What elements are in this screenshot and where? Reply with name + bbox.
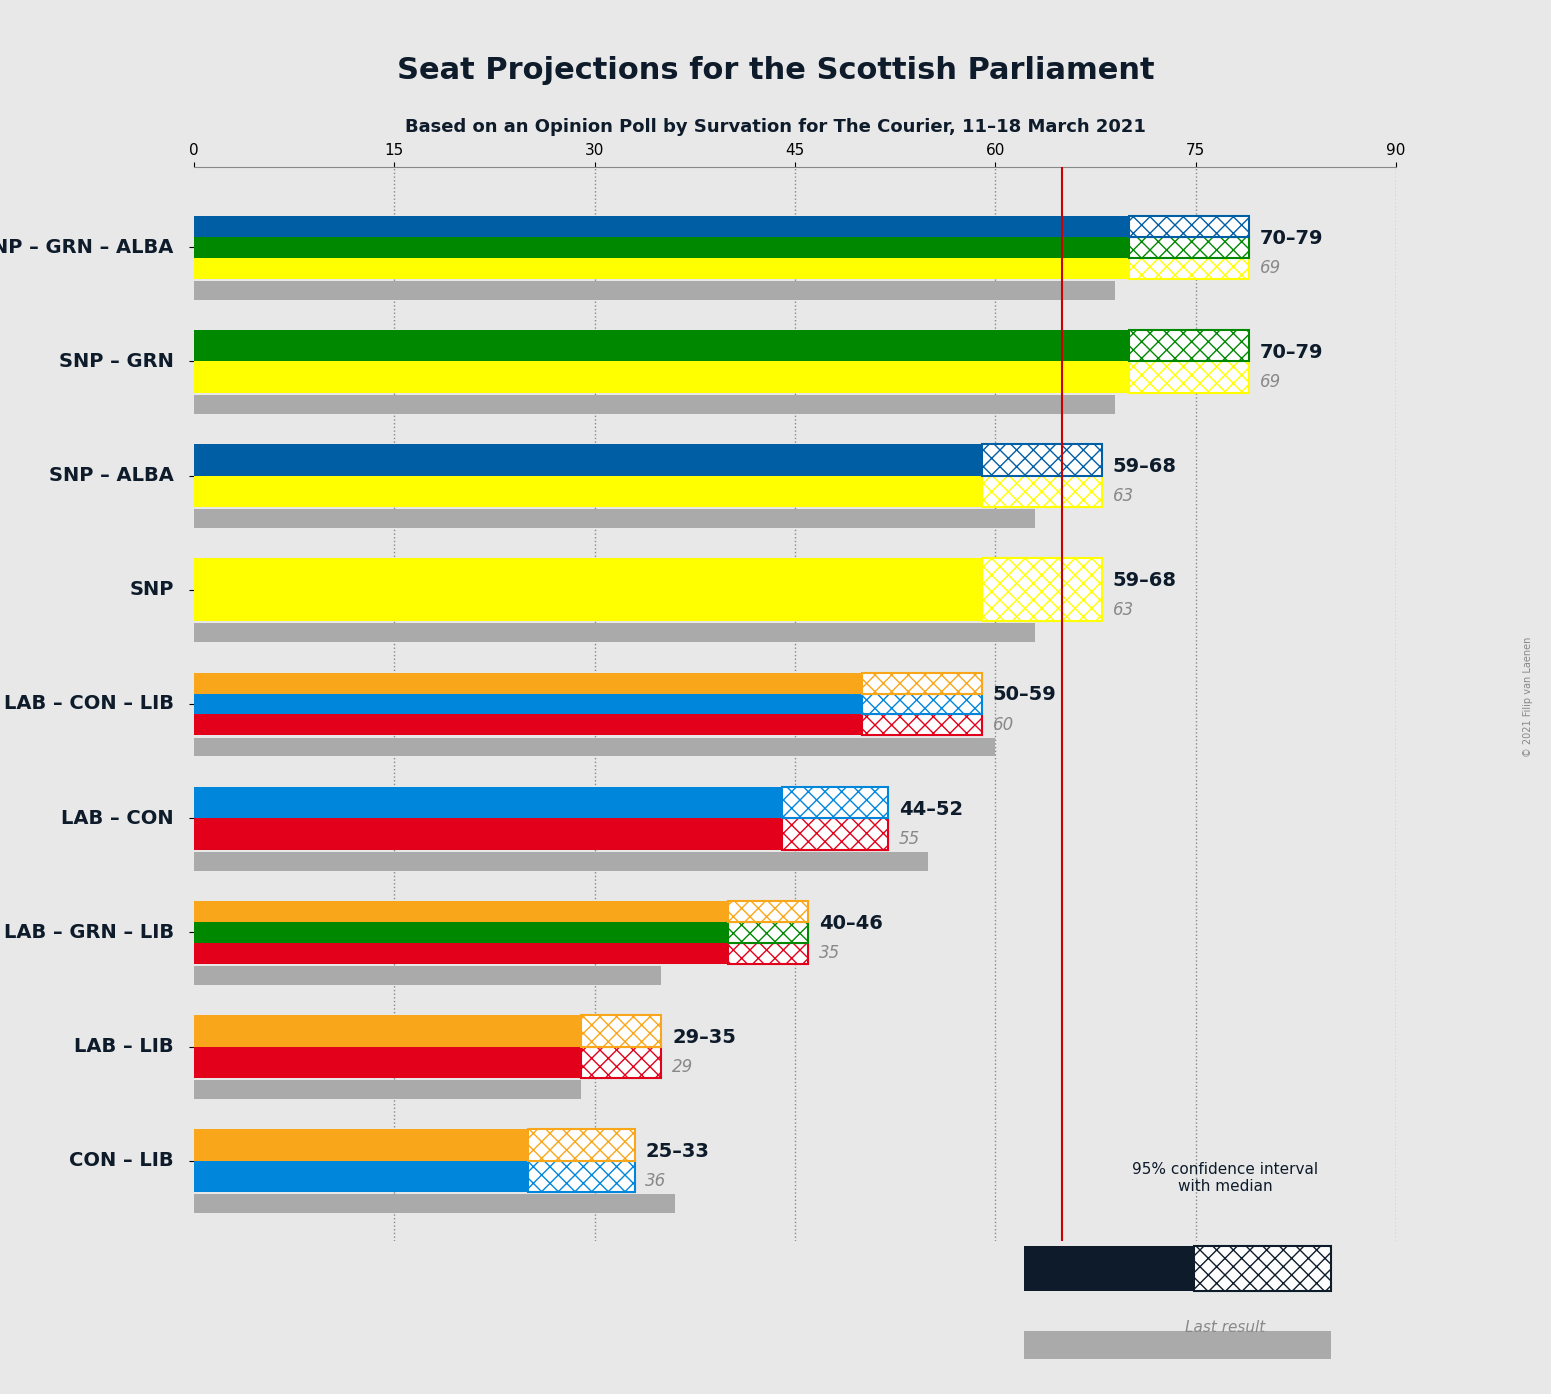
Text: SNP – ALBA: SNP – ALBA	[50, 466, 174, 485]
Bar	[1129, 330, 1249, 361]
Text: 63: 63	[1112, 487, 1134, 505]
Text: LAB – CON: LAB – CON	[60, 809, 174, 828]
Bar	[1129, 258, 1249, 279]
Bar	[194, 942, 727, 963]
Bar	[582, 1015, 661, 1047]
Bar	[1129, 361, 1249, 393]
Bar	[782, 786, 889, 818]
Text: © 2021 Filip van Laenen: © 2021 Filip van Laenen	[1523, 637, 1532, 757]
Text: 35: 35	[819, 944, 841, 962]
Bar	[194, 1129, 527, 1161]
Text: 95% confidence interval
with median: 95% confidence interval with median	[1132, 1161, 1318, 1195]
Bar	[1129, 216, 1249, 237]
Bar	[982, 475, 1103, 507]
Bar	[194, 852, 929, 871]
Bar	[194, 966, 661, 986]
Bar	[727, 942, 808, 963]
Bar	[194, 737, 996, 757]
Bar	[194, 330, 1129, 361]
Bar	[194, 509, 1036, 528]
Text: 70–79: 70–79	[1259, 343, 1323, 362]
Text: SNP – GRN: SNP – GRN	[59, 351, 174, 371]
Bar	[194, 921, 727, 942]
Bar	[194, 1195, 675, 1213]
Bar	[194, 559, 982, 622]
Text: 69: 69	[1259, 374, 1281, 390]
Text: Seat Projections for the Scottish Parliament: Seat Projections for the Scottish Parlia…	[397, 56, 1154, 85]
Bar	[1024, 1246, 1194, 1291]
Bar	[1194, 1246, 1331, 1291]
Text: 40–46: 40–46	[819, 913, 883, 933]
Text: 36: 36	[645, 1172, 667, 1190]
Bar	[194, 623, 1036, 643]
Bar	[582, 1047, 661, 1078]
Bar	[194, 395, 1115, 414]
Text: SNP – GRN – ALBA: SNP – GRN – ALBA	[0, 238, 174, 256]
Bar	[194, 818, 782, 849]
Text: 63: 63	[1112, 601, 1134, 619]
Text: Last result: Last result	[1185, 1320, 1266, 1334]
Bar	[782, 818, 889, 849]
Text: 55: 55	[900, 829, 920, 848]
Bar	[194, 282, 1115, 300]
Bar	[982, 445, 1103, 475]
Bar	[194, 786, 782, 818]
Bar	[194, 361, 1129, 393]
Text: LAB – CON – LIB: LAB – CON – LIB	[3, 694, 174, 714]
Bar	[194, 715, 862, 736]
Text: 69: 69	[1259, 259, 1281, 277]
Bar	[194, 237, 1129, 258]
Bar	[194, 693, 862, 715]
Text: 50–59: 50–59	[993, 686, 1056, 704]
Bar	[862, 693, 982, 715]
Bar	[194, 1015, 582, 1047]
Bar	[194, 672, 862, 693]
Bar	[727, 901, 808, 921]
Bar	[727, 921, 808, 942]
Text: 70–79: 70–79	[1259, 229, 1323, 248]
Bar	[194, 1047, 582, 1078]
Bar	[862, 715, 982, 736]
Bar	[527, 1129, 634, 1161]
Text: LAB – GRN – LIB: LAB – GRN – LIB	[3, 923, 174, 942]
Bar	[194, 445, 982, 475]
Bar	[1129, 237, 1249, 258]
Bar	[982, 559, 1103, 622]
Text: Based on an Opinion Poll by Survation for The Courier, 11–18 March 2021: Based on an Opinion Poll by Survation fo…	[405, 118, 1146, 137]
Bar	[194, 475, 982, 507]
Bar	[194, 258, 1129, 279]
Bar	[194, 1161, 527, 1192]
Bar	[194, 1080, 582, 1098]
Text: 25–33: 25–33	[645, 1142, 709, 1161]
Text: 44–52: 44–52	[900, 800, 963, 818]
Text: 29–35: 29–35	[672, 1027, 735, 1047]
Text: SNP: SNP	[129, 580, 174, 599]
Text: 59–68: 59–68	[1112, 572, 1177, 590]
Text: 60: 60	[993, 715, 1014, 733]
Bar	[194, 901, 727, 921]
Bar	[194, 216, 1129, 237]
Text: CON – LIB: CON – LIB	[70, 1151, 174, 1170]
Text: LAB – LIB: LAB – LIB	[74, 1037, 174, 1057]
Text: 29: 29	[672, 1058, 693, 1076]
Bar	[527, 1161, 634, 1192]
Text: 59–68: 59–68	[1112, 457, 1177, 475]
Bar	[862, 672, 982, 693]
